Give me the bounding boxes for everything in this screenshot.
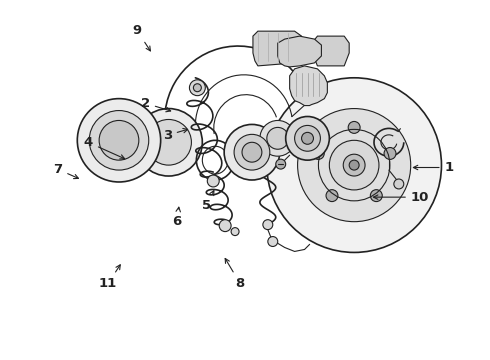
Text: 4: 4 xyxy=(84,136,124,159)
Text: 9: 9 xyxy=(132,24,150,51)
Text: 7: 7 xyxy=(53,163,78,179)
Circle shape xyxy=(263,220,273,230)
Text: 8: 8 xyxy=(225,258,245,290)
Circle shape xyxy=(135,109,202,176)
Circle shape xyxy=(348,121,360,133)
Circle shape xyxy=(312,148,324,159)
Circle shape xyxy=(276,159,286,169)
Circle shape xyxy=(370,190,382,202)
Circle shape xyxy=(99,121,139,160)
Circle shape xyxy=(219,220,231,231)
Circle shape xyxy=(267,127,289,149)
Circle shape xyxy=(329,140,379,190)
Text: 6: 6 xyxy=(172,207,182,228)
Circle shape xyxy=(146,120,192,165)
Text: 2: 2 xyxy=(141,97,171,112)
Circle shape xyxy=(301,132,314,144)
Text: 1: 1 xyxy=(414,161,454,174)
Polygon shape xyxy=(314,36,349,66)
Circle shape xyxy=(260,121,295,156)
Text: 11: 11 xyxy=(99,265,120,290)
Circle shape xyxy=(267,78,441,252)
Circle shape xyxy=(194,84,201,92)
Circle shape xyxy=(207,175,219,187)
Circle shape xyxy=(326,190,338,202)
Polygon shape xyxy=(290,66,327,105)
Circle shape xyxy=(234,134,270,170)
Circle shape xyxy=(242,142,262,162)
Circle shape xyxy=(286,117,329,160)
Text: 10: 10 xyxy=(373,191,429,204)
Text: 3: 3 xyxy=(163,129,188,142)
Circle shape xyxy=(297,109,411,222)
Circle shape xyxy=(231,228,239,235)
Circle shape xyxy=(394,179,404,189)
Circle shape xyxy=(77,99,161,182)
Circle shape xyxy=(343,154,365,176)
Circle shape xyxy=(349,160,359,170)
Circle shape xyxy=(268,237,278,247)
Circle shape xyxy=(384,148,396,159)
Polygon shape xyxy=(278,36,321,67)
Circle shape xyxy=(190,80,205,96)
Circle shape xyxy=(89,111,149,170)
Polygon shape xyxy=(253,31,301,66)
Circle shape xyxy=(224,125,280,180)
Text: 5: 5 xyxy=(201,191,214,212)
Circle shape xyxy=(294,125,320,151)
